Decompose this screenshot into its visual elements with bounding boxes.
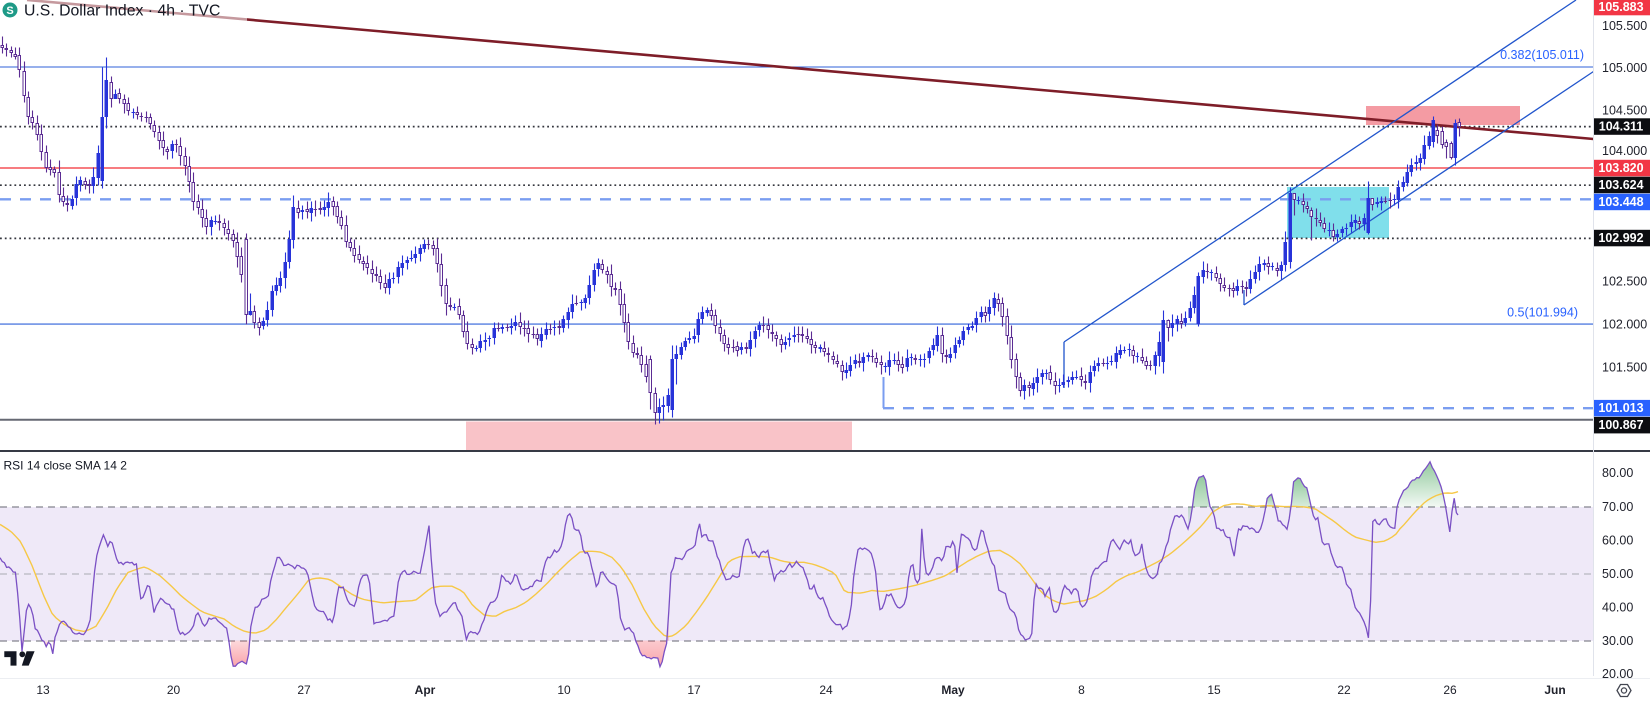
svg-text:30.00: 30.00 (1602, 634, 1633, 648)
svg-text:102.500: 102.500 (1602, 275, 1647, 289)
svg-text:102.000: 102.000 (1602, 317, 1647, 331)
svg-text:101.013: 101.013 (1598, 401, 1643, 415)
svg-text:105.883: 105.883 (1598, 0, 1643, 14)
svg-text:Apr: Apr (415, 683, 436, 697)
svg-text:80.00: 80.00 (1602, 466, 1633, 480)
svg-text:Jun: Jun (1544, 683, 1565, 697)
svg-text:104.500: 104.500 (1602, 104, 1647, 118)
svg-text:100.867: 100.867 (1598, 418, 1643, 432)
svg-text:RSI 14 close SMA 14 2: RSI 14 close SMA 14 2 (4, 459, 128, 473)
svg-text:20: 20 (167, 683, 181, 697)
svg-text:U.S. Dollar Index · 4h · TVC: U.S. Dollar Index · 4h · TVC (24, 3, 220, 20)
svg-text:0.5(101.994): 0.5(101.994) (1507, 306, 1578, 320)
svg-text:105.000: 105.000 (1602, 61, 1647, 75)
svg-text:May: May (941, 683, 965, 697)
svg-text:105.500: 105.500 (1602, 19, 1647, 33)
svg-text:S: S (6, 5, 13, 17)
svg-text:10: 10 (557, 683, 571, 697)
svg-text:101.500: 101.500 (1602, 360, 1647, 374)
svg-text:20.00: 20.00 (1602, 667, 1633, 681)
svg-text:22: 22 (1337, 683, 1351, 697)
svg-text:17: 17 (687, 683, 701, 697)
svg-text:26: 26 (1443, 683, 1457, 697)
svg-text:103.448: 103.448 (1598, 195, 1643, 209)
svg-text:104.000: 104.000 (1602, 144, 1647, 158)
svg-text:27: 27 (297, 683, 311, 697)
svg-text:13: 13 (36, 683, 50, 697)
svg-text:103.624: 103.624 (1598, 178, 1643, 192)
svg-text:103.820: 103.820 (1598, 161, 1643, 175)
svg-text:104.311: 104.311 (1599, 120, 1644, 134)
svg-text:8: 8 (1078, 683, 1085, 697)
svg-text:40.00: 40.00 (1602, 601, 1633, 615)
svg-text:15: 15 (1207, 683, 1221, 697)
svg-text:102.992: 102.992 (1598, 231, 1643, 245)
svg-text:50.00: 50.00 (1602, 567, 1633, 581)
svg-text:24: 24 (819, 683, 833, 697)
svg-text:70.00: 70.00 (1602, 500, 1633, 514)
svg-text:0.382(105.011): 0.382(105.011) (1500, 48, 1584, 62)
svg-text:60.00: 60.00 (1602, 534, 1633, 548)
